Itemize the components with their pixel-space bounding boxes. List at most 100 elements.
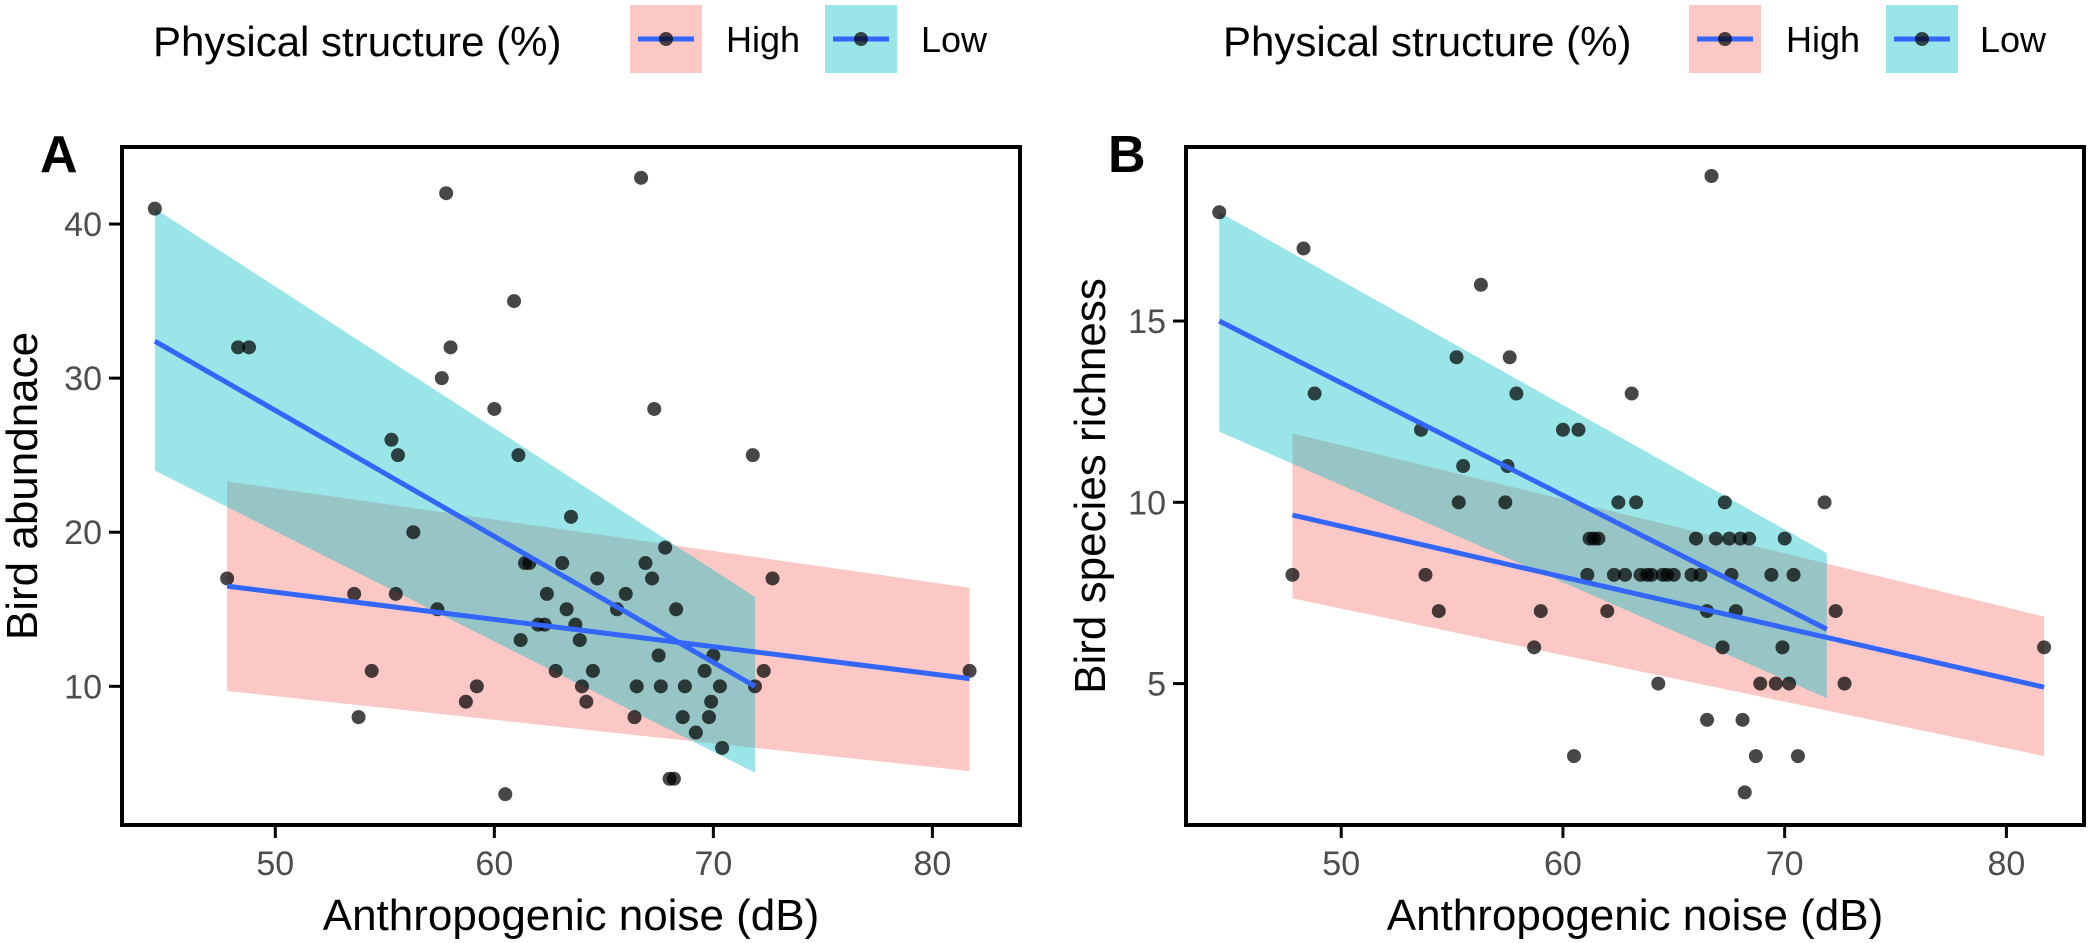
- x-tick-label: 60: [1544, 845, 1582, 883]
- ci-ribbon-high: [227, 481, 970, 772]
- data-point: [147, 201, 162, 216]
- data-point: [1502, 350, 1517, 365]
- data-point: [1307, 386, 1322, 401]
- data-point: [675, 710, 690, 725]
- x-tick-label: 80: [1987, 845, 2025, 883]
- data-point: [1817, 495, 1832, 510]
- y-axis-ticks: 5 10 15: [1128, 303, 1184, 704]
- data-point: [658, 540, 673, 555]
- data-point: [548, 663, 563, 678]
- data-point: [1555, 422, 1570, 437]
- data-point: [364, 663, 379, 678]
- data-point: [1735, 712, 1750, 727]
- ci-ribbon-high: [1292, 433, 2045, 757]
- legend-b: Physical structure (%) High Low: [1223, 5, 2047, 73]
- data-point: [220, 571, 235, 586]
- data-point: [1693, 567, 1708, 582]
- data-point: [1212, 205, 1227, 220]
- x-axis-title: Anthropogenic noise (dB): [323, 891, 820, 940]
- data-point: [1737, 785, 1752, 800]
- data-point: [1644, 567, 1659, 582]
- panel-a: A 50 60 70 80 10 20 30 40 Anthropogenic noise …: [0, 126, 1022, 940]
- data-point: [962, 663, 977, 678]
- plot-border: [1184, 145, 2086, 827]
- panel-label: A: [40, 126, 78, 184]
- y-tick-label: 10: [64, 668, 102, 706]
- data-point: [1580, 567, 1595, 582]
- data-point: [651, 648, 666, 663]
- legend-label-high: High: [726, 19, 800, 60]
- legend-key-high: [1689, 5, 1761, 73]
- data-point: [406, 525, 421, 540]
- legend-key-point: [854, 32, 868, 46]
- data-point: [1722, 531, 1737, 546]
- x-tick-label: 50: [256, 845, 294, 883]
- data-point: [439, 186, 454, 201]
- data-point: [469, 679, 484, 694]
- y-tick-label: 15: [1128, 303, 1166, 341]
- data-point: [677, 679, 692, 694]
- data-point: [1611, 495, 1626, 510]
- data-point: [559, 602, 574, 617]
- data-point: [1777, 531, 1792, 546]
- data-point: [645, 571, 660, 586]
- data-point: [1571, 422, 1586, 437]
- data-point: [1451, 495, 1466, 510]
- y-tick-label: 5: [1147, 666, 1166, 704]
- data-point: [1606, 567, 1621, 582]
- data-point: [347, 586, 362, 601]
- y-tick-label: 10: [1128, 484, 1166, 522]
- fit-line-low: [153, 338, 757, 689]
- data-point: [618, 586, 633, 601]
- data-point: [434, 371, 449, 386]
- x-tick-label: 80: [913, 845, 951, 883]
- data-point: [1704, 169, 1719, 184]
- data-point: [647, 401, 662, 416]
- data-point: [697, 663, 712, 678]
- data-point: [704, 694, 719, 709]
- data-point: [745, 448, 760, 463]
- fit-line-low: [1218, 318, 1828, 632]
- data-point: [1285, 567, 1300, 582]
- x-tick-label: 50: [1322, 845, 1360, 883]
- data-point: [1717, 495, 1732, 510]
- data-point: [390, 448, 405, 463]
- data-point: [1418, 567, 1433, 582]
- data-point: [555, 556, 570, 571]
- data-point: [231, 340, 246, 355]
- data-point: [487, 401, 502, 416]
- data-point: [1715, 640, 1730, 655]
- data-point: [1618, 567, 1633, 582]
- legend-key-point: [659, 32, 673, 46]
- data-point: [539, 586, 554, 601]
- data-point: [1782, 676, 1797, 691]
- data-point: [1753, 676, 1768, 691]
- data-point: [498, 787, 513, 802]
- legend-label-high: High: [1786, 19, 1860, 60]
- data-point: [590, 571, 605, 586]
- x-axis-title: Anthropogenic noise (dB): [1387, 891, 1884, 940]
- data-point: [701, 710, 716, 725]
- y-axis-title: Bird species richness: [1066, 278, 1115, 694]
- data-point: [638, 556, 653, 571]
- legend-key-point: [1915, 32, 1929, 46]
- legend-a: Physical structure (%) High Low: [153, 5, 988, 73]
- data-point: [1666, 567, 1681, 582]
- x-axis-ticks: 50 60 70 80: [1322, 827, 2025, 883]
- data-point: [1431, 604, 1446, 619]
- data-point: [1296, 241, 1311, 256]
- data-point: [1624, 386, 1639, 401]
- legend-title: Physical structure (%): [153, 18, 561, 65]
- y-tick-label: 40: [64, 206, 102, 244]
- fit-lines: [1218, 318, 2045, 690]
- data-point: [579, 694, 594, 709]
- data-point: [513, 633, 528, 648]
- data-point: [1473, 277, 1488, 292]
- fit-line-high: [226, 583, 970, 682]
- data-point: [242, 340, 257, 355]
- y-tick-label: 30: [64, 360, 102, 398]
- data-point: [507, 294, 522, 309]
- legend-label-low: Low: [1980, 19, 2047, 60]
- x-tick-label: 60: [475, 845, 513, 883]
